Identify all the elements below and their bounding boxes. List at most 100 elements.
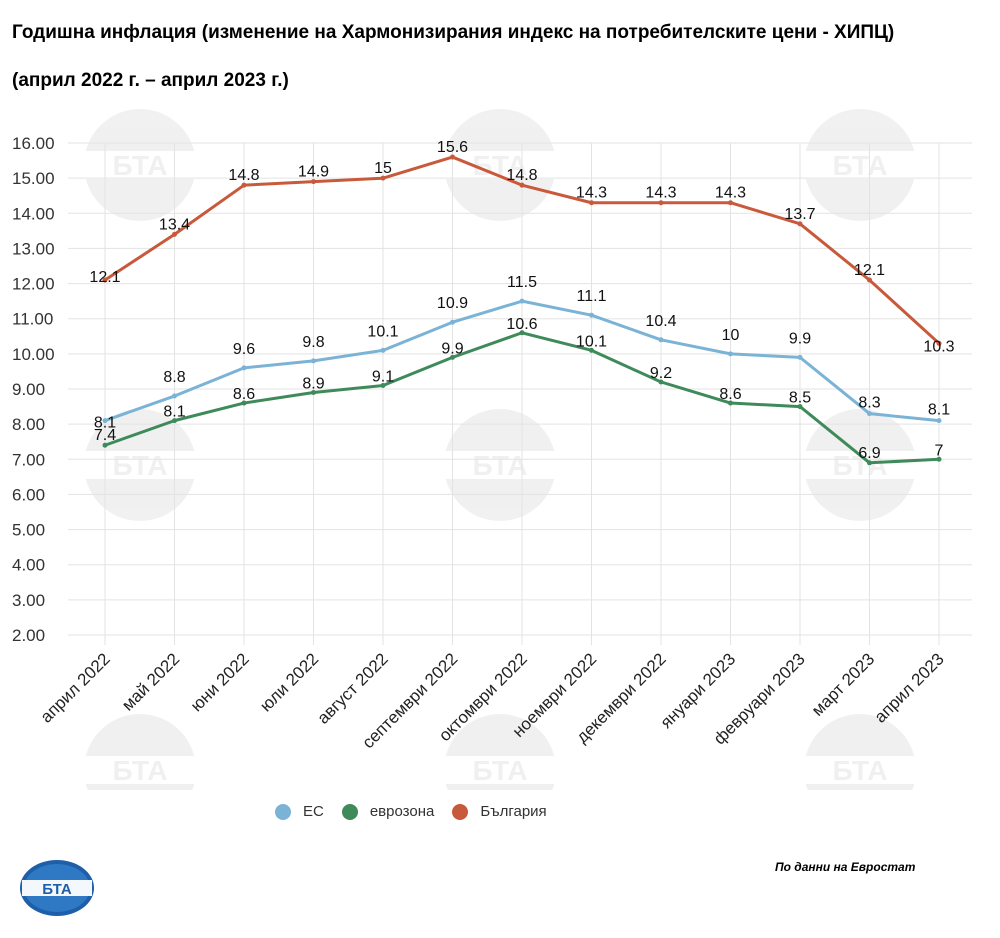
data-point — [589, 347, 594, 353]
watermark-logo: БТА — [798, 409, 922, 521]
legend-label-eu: ЕС — [303, 803, 324, 820]
legend-label-bulgaria: България — [480, 803, 547, 820]
data-point — [241, 365, 247, 371]
data-point — [519, 330, 525, 336]
data-label: 9.8 — [302, 334, 324, 351]
data-point — [450, 319, 455, 325]
y-tick-label: 4.00 — [12, 556, 45, 575]
watermark-logo: БТА — [798, 714, 922, 790]
data-point — [936, 340, 942, 346]
bta-logo: БТА — [20, 860, 94, 916]
data-label: 15.6 — [437, 139, 468, 156]
data-label: 10 — [722, 327, 740, 344]
data-label: 7.4 — [94, 427, 116, 444]
data-label: 8.9 — [302, 376, 324, 393]
x-tick-label: март 2023 — [808, 649, 878, 719]
data-point — [797, 404, 803, 410]
data-point — [380, 382, 386, 388]
y-tick-label: 7.00 — [12, 450, 45, 469]
data-point — [867, 460, 872, 466]
watermark-logo: БТА — [438, 714, 562, 790]
data-label: 14.3 — [645, 185, 676, 202]
data-point — [519, 182, 525, 188]
data-label: 14.9 — [298, 164, 329, 181]
data-label: 10.9 — [437, 295, 468, 312]
data-label: 12.1 — [89, 269, 120, 286]
data-label: 9.6 — [233, 341, 255, 358]
chart-subtitle: (април 2022 г. – април 2023 г.) — [12, 70, 289, 91]
x-tick-label: април 2022 — [37, 649, 114, 726]
data-label: 8.1 — [928, 402, 950, 419]
y-tick-label: 9.00 — [12, 380, 45, 399]
data-label: 10.1 — [367, 323, 398, 340]
y-tick-label: 6.00 — [12, 485, 45, 504]
y-tick-label: 8.00 — [12, 415, 45, 434]
chart-title: Годишна инфлация (изменение на Хармонизи… — [12, 22, 895, 43]
svg-text:БТА: БТА — [113, 755, 168, 786]
y-tick-label: 13.00 — [12, 239, 55, 258]
legend-item-bulgaria[interactable]: България — [452, 803, 547, 820]
data-point — [241, 400, 247, 406]
data-point — [311, 179, 316, 185]
svg-text:БТА: БТА — [833, 150, 888, 181]
data-point — [241, 182, 247, 188]
data-point — [867, 411, 872, 417]
data-label: 9.1 — [372, 368, 394, 385]
svg-text:БТА: БТА — [42, 881, 72, 898]
data-label: 9.9 — [441, 340, 463, 357]
data-label: 11.5 — [507, 274, 537, 291]
svg-text:БТА: БТА — [473, 450, 528, 481]
data-label: 8.6 — [233, 386, 255, 403]
data-point — [102, 442, 108, 448]
data-point — [797, 221, 803, 227]
data-label: 8.5 — [789, 390, 811, 407]
watermark-logo: БТА — [798, 109, 922, 221]
svg-text:БТА: БТА — [473, 755, 528, 786]
data-label: 10.3 — [923, 338, 954, 355]
x-tick-label: юни 2022 — [187, 649, 253, 715]
data-point — [797, 354, 803, 360]
watermark-logo: БТА — [438, 409, 562, 521]
watermark-logo: БТА — [438, 109, 562, 221]
data-label: 10.4 — [645, 313, 676, 330]
data-point — [311, 390, 316, 396]
data-point — [102, 277, 108, 283]
data-label: 12.1 — [854, 262, 885, 279]
watermark-logo: БТА — [78, 409, 202, 521]
y-tick-label: 16.00 — [12, 134, 55, 153]
y-tick-label: 12.00 — [12, 275, 55, 294]
y-tick-label: 10.00 — [12, 345, 55, 364]
data-point — [589, 312, 594, 318]
data-point — [658, 379, 664, 385]
data-label: 11.1 — [577, 288, 607, 305]
data-label: 9.2 — [650, 365, 672, 382]
data-point — [728, 351, 733, 357]
data-label: 14.3 — [715, 185, 746, 202]
y-axis-ticks: 16.00 15.00 14.00 13.00 12.00 11.00 10.00 9.00 8… — [12, 134, 55, 645]
data-label: 8.3 — [858, 395, 880, 412]
legend-swatch-eurozone — [341, 803, 358, 820]
data-point — [589, 200, 594, 206]
data-label: 10.6 — [506, 316, 537, 333]
grid-lines — [68, 142, 972, 645]
data-point — [380, 175, 386, 181]
data-point — [450, 154, 455, 160]
legend-item-eu[interactable]: ЕС — [275, 803, 324, 820]
data-labels: 8.1 8.8 9.6 9.8 10.1 10.9 11.5 11.1 10.4 10 9.9 8.3… — [89, 139, 954, 462]
data-point — [172, 231, 177, 237]
watermark-logo: БТА — [78, 714, 202, 790]
data-point — [172, 418, 177, 424]
y-tick-label: 15.00 — [12, 169, 55, 188]
y-tick-label: 2.00 — [12, 626, 45, 645]
data-point — [172, 393, 177, 399]
data-point — [102, 418, 108, 424]
data-label: 6.9 — [858, 445, 880, 462]
series-lines — [102, 154, 942, 466]
data-point — [380, 347, 386, 353]
legend-item-eurozone[interactable]: еврозона — [341, 803, 434, 820]
legend: ЕС еврозона България — [275, 803, 565, 820]
svg-text:БТА: БТА — [833, 755, 888, 786]
x-tick-label: юли 2022 — [256, 649, 322, 715]
watermark-logo: БТА — [78, 109, 202, 221]
legend-swatch-bulgaria — [452, 803, 469, 820]
